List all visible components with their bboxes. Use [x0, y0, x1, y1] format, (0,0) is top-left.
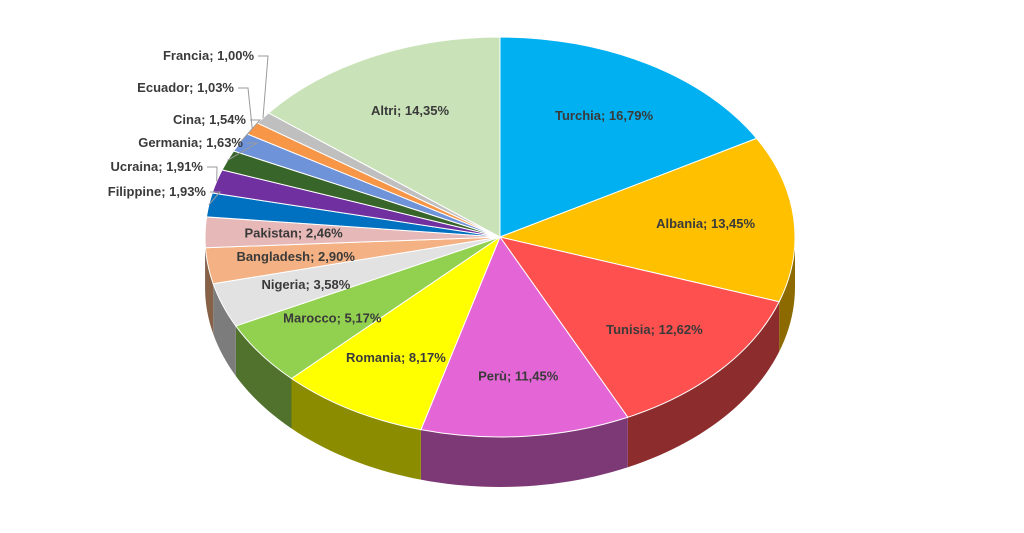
data-label-romania: Romania; 8,17%: [346, 350, 446, 365]
data-label-francia: Francia; 1,00%: [163, 48, 254, 63]
data-labels-group: Turchia; 16,79% Albania; 13,45% Tunisia; 1…: [108, 48, 756, 384]
pie-slices-group: [204, 36, 796, 438]
pie-depth-group: [205, 237, 795, 487]
slice-side-romania: [291, 378, 421, 480]
slice-side-tunisia: [627, 301, 780, 468]
data-label-germania: Germania; 1,63%: [138, 135, 243, 150]
data-label-bangladesh: Bangladesh; 2,90%: [236, 249, 355, 264]
data-label-tunisia: Tunisia; 12,62%: [606, 322, 703, 337]
slice-albania: [498, 137, 796, 303]
data-label-ecuador: Ecuador; 1,03%: [137, 80, 234, 95]
data-label-filippine: Filippine; 1,93%: [108, 184, 207, 199]
leader-line-ucraina: [207, 166, 218, 182]
leader-line-francia: [258, 55, 269, 119]
slice-side-bangladesh: [205, 247, 214, 334]
data-label-marocco: Marocco; 5,17%: [283, 311, 382, 326]
data-label-cina: Cina; 1,54%: [173, 112, 246, 127]
leader-line-germania: [227, 142, 259, 161]
slice-side-nigeria: [213, 283, 236, 376]
slice-romania: [290, 235, 502, 431]
data-label-pakistan: Pakistan; 2,46%: [244, 226, 343, 241]
slice-side-albania: [779, 237, 795, 352]
leader-line-cina: [239, 119, 262, 143]
data-label-nigeria: Nigeria; 3,58%: [261, 277, 350, 292]
data-label-albania: Albania; 13,45%: [656, 216, 755, 231]
slice-side-marocco: [235, 325, 292, 429]
leader-line-filippine: [208, 191, 222, 206]
leader-line-ecuador: [238, 87, 253, 129]
slice-peru: [420, 235, 629, 438]
data-label-altri: Altri; 14,35%: [371, 103, 449, 118]
leader-lines-group: [207, 55, 269, 206]
slice-altri: [267, 36, 501, 238]
slice-tunisia: [498, 236, 780, 418]
data-label-ucraina: Ucraina; 1,91%: [111, 159, 204, 174]
data-label-turchia: Turchia; 16,79%: [555, 108, 653, 123]
slice-side-peru: [420, 417, 628, 487]
slice-turchia: [499, 36, 758, 238]
data-label-peru: Perù; 11,45%: [478, 369, 559, 384]
